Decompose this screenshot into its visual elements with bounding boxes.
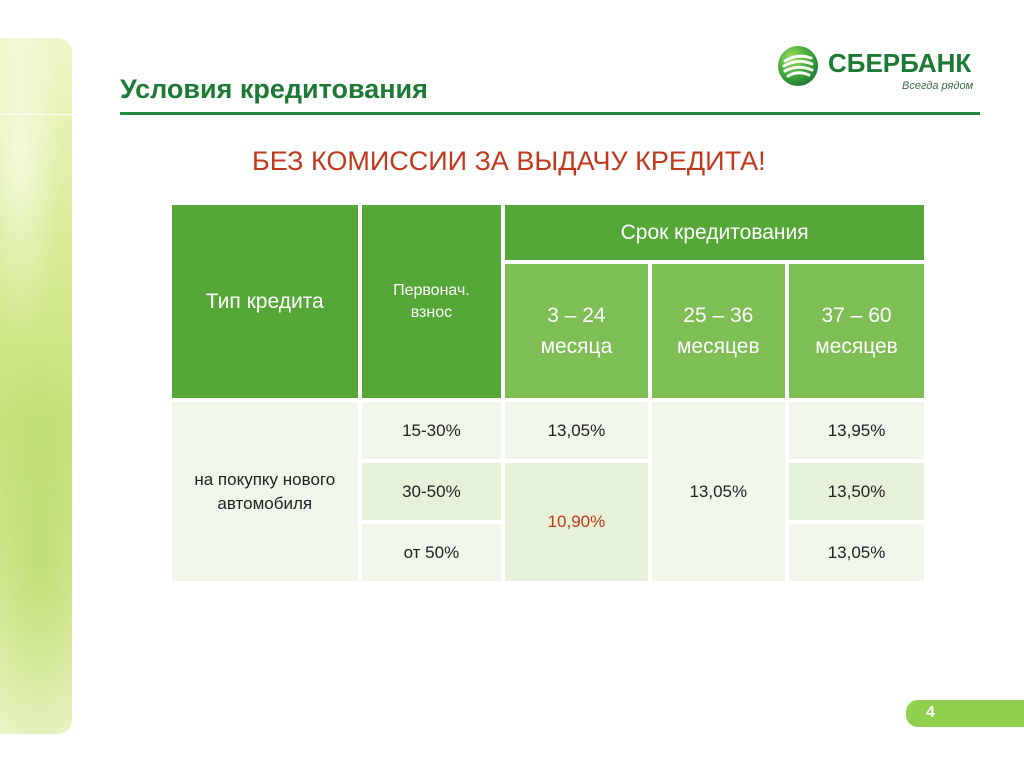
cell-rate-term-1: 13,05%	[505, 402, 648, 459]
header-loan-term: Срок кредитования	[505, 205, 924, 260]
sberbank-logo: СБЕРБАНК Всегда рядом	[776, 42, 986, 98]
panel-divider	[0, 114, 72, 115]
header-term-3-24: 3 – 24 месяца	[505, 264, 648, 398]
table-header-row: Тип кредита Первонач. взнос Срок кредито…	[172, 205, 924, 398]
cell-down-payment: 15-30%	[361, 402, 502, 459]
page-number-badge: 4	[906, 700, 1024, 727]
cell-down-payment: от 50%	[361, 524, 502, 581]
table-row: от 50% 13,05%	[172, 524, 924, 581]
logo-tagline: Всегда рядом	[902, 80, 974, 92]
title-underline	[120, 112, 980, 115]
table-row: на покупку нового автомобиля 15-30% 13,0…	[172, 402, 924, 581]
cell-down-payment: 30-50%	[361, 463, 502, 520]
header-loan-type: Тип кредита	[172, 205, 358, 398]
logo-wordmark: СБЕРБАНК	[828, 48, 972, 78]
decorative-leaf-panel	[0, 38, 72, 734]
sberbank-logo-icon	[778, 46, 818, 86]
slide-title: Условия кредитования	[120, 74, 428, 104]
cell-rate-term-1-merged: 10,90%	[505, 463, 648, 581]
header-term-25-36: 25 – 36 месяцев	[651, 264, 786, 398]
cell-rate-term-3: 13,50%	[789, 463, 924, 520]
page-number: 4	[926, 704, 935, 721]
cell-rate-term-3: 13,95%	[789, 402, 924, 459]
cell-loan-type: на покупку нового автомобиля	[172, 402, 358, 581]
cell-rate-term-3: 13,05%	[789, 524, 924, 581]
cell-rate-term-2-merged: 13,05%	[651, 402, 786, 581]
header-down-payment: Первонач. взнос	[361, 205, 502, 398]
table-row: 30-50% 10,90% 13,50%	[172, 463, 924, 581]
loan-conditions-table: Тип кредита Первонач. взнос Срок кредито…	[172, 205, 932, 585]
header-term-37-60: 37 – 60 месяцев	[789, 264, 924, 398]
no-commission-headline: БЕЗ КОМИССИИ ЗА ВЫДАЧУ КРЕДИТА!	[252, 146, 766, 176]
table-subheader-row: 3 – 24 месяца 25 – 36 месяцев 37 – 60 ме…	[172, 264, 924, 398]
